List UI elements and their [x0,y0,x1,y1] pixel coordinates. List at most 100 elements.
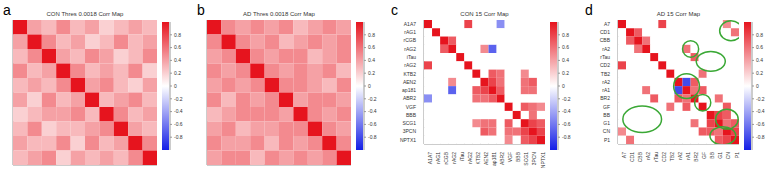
svg-text:ap181: ap181 [491,152,497,166]
svg-text:GF: GF [603,104,610,110]
svg-text:rA1: rA1 [602,87,610,93]
svg-text:0.2: 0.2 [174,70,181,76]
svg-text:SCG1: SCG1 [523,152,529,166]
html-text:a: a [3,2,11,18]
svg-text:G1: G1 [717,152,723,159]
svg-text:NPTX1: NPTX1 [400,137,416,143]
svg-text:rCGB: rCGB [404,37,417,43]
svg-text:0.6: 0.6 [756,44,761,50]
svg-text:-0.6: -0.6 [562,121,571,127]
svg-text:-0.8: -0.8 [368,134,377,140]
svg-text:0.6: 0.6 [368,44,375,50]
svg-text:iTau: iTau [407,54,416,60]
svg-text:0.6: 0.6 [174,44,181,50]
svg-text:TB2: TB2 [669,152,675,161]
svg-text:G1: G1 [603,120,610,126]
svg-text:rA2: rA2 [602,46,610,52]
svg-text:0.8: 0.8 [756,32,761,38]
svg-text:-0.2: -0.2 [756,96,761,102]
svg-text:VGF: VGF [507,152,513,162]
svg-text:rAG2: rAG2 [404,62,416,68]
svg-text:0: 0 [174,83,177,89]
svg-text:TB2: TB2 [601,71,610,77]
svg-text:rTau: rTau [653,152,659,162]
svg-text:rA2: rA2 [645,152,651,160]
svg-text:rCGB: rCGB [443,151,449,164]
svg-text:SCG1: SCG1 [402,120,416,126]
svg-text:ABR2: ABR2 [403,95,416,101]
svg-text:0.4: 0.4 [562,57,569,63]
svg-text:CN: CN [725,152,731,160]
svg-text:rAG2: rAG2 [467,152,473,164]
svg-text:-0.6: -0.6 [756,121,761,127]
svg-text:AEN2: AEN2 [403,79,416,85]
svg-text:0.2: 0.2 [756,70,761,76]
svg-text:-0.4: -0.4 [368,108,377,114]
svg-text:BR2: BR2 [600,95,610,101]
svg-text:0: 0 [368,83,371,89]
svg-text:VGF: VGF [406,104,416,110]
svg-text:BB: BB [603,112,610,118]
svg-text:-0.8: -0.8 [562,134,571,140]
svg-text:-0.2: -0.2 [368,96,377,102]
svg-text:BBB: BBB [515,151,521,162]
svg-text:0.2: 0.2 [368,70,375,76]
svg-text:rTau: rTau [600,54,610,60]
svg-text:BR2: BR2 [693,152,699,162]
svg-text:3PCN: 3PCN [531,152,537,166]
svg-text:0.8: 0.8 [174,32,181,38]
svg-text:rA2: rA2 [677,152,683,160]
svg-text:CD1: CD1 [600,29,610,35]
svg-text:-0.6: -0.6 [368,121,377,127]
svg-text:ap181: ap181 [402,87,416,93]
svg-text:CBB: CBB [637,151,643,162]
html-text:d: d [585,2,593,18]
svg-text:A1A7: A1A7 [427,152,433,164]
svg-text:0.4: 0.4 [368,57,375,63]
html-text:b: b [197,2,205,18]
svg-text:-0.4: -0.4 [562,108,571,114]
svg-text:KTB2: KTB2 [475,152,481,165]
svg-text:rAG2: rAG2 [404,46,416,52]
svg-text:0.6: 0.6 [562,44,569,50]
svg-text:KTB2: KTB2 [403,71,416,77]
svg-text:ABR2: ABR2 [499,152,505,165]
svg-text:rA2: rA2 [602,79,610,85]
svg-text:BB: BB [709,151,715,158]
svg-text:P1: P1 [604,137,610,143]
svg-text:-0.8: -0.8 [174,134,183,140]
svg-text:rAG2: rAG2 [451,152,457,164]
svg-text:rAG1: rAG1 [435,152,441,164]
svg-text:CD2: CD2 [600,62,610,68]
html-text:c: c [391,2,398,18]
svg-text:-0.4: -0.4 [174,108,183,114]
svg-text:0: 0 [562,83,565,89]
svg-text:-0.4: -0.4 [756,108,761,114]
svg-text:A1A7: A1A7 [404,21,416,27]
svg-text:-0.8: -0.8 [756,134,761,140]
svg-text:NPTX1: NPTX1 [540,152,546,168]
svg-text:0: 0 [756,83,759,89]
svg-text:CD1: CD1 [629,152,635,162]
svg-text:-0.2: -0.2 [174,96,183,102]
svg-text:-0.6: -0.6 [174,121,183,127]
svg-text:0.2: 0.2 [562,70,569,76]
svg-text:rAG1: rAG1 [404,29,416,35]
svg-text:iTau: iTau [459,152,465,161]
svg-text:BBB: BBB [406,112,417,118]
svg-text:A7: A7 [604,21,610,27]
svg-text:AEN2: AEN2 [483,152,489,165]
svg-text:0.4: 0.4 [756,57,761,63]
svg-text:P1: P1 [734,152,740,158]
svg-text:0.8: 0.8 [368,32,375,38]
svg-text:rA1: rA1 [685,152,691,160]
svg-text:CD2: CD2 [661,152,667,162]
svg-text:0.8: 0.8 [562,32,569,38]
svg-text:GF: GF [701,152,707,159]
svg-text:-0.2: -0.2 [562,96,571,102]
svg-text:CBB: CBB [600,37,611,43]
svg-text:0.4: 0.4 [174,57,181,63]
svg-text:A7: A7 [621,152,627,158]
svg-text:3PCN: 3PCN [403,128,417,134]
svg-text:CN: CN [603,128,611,134]
